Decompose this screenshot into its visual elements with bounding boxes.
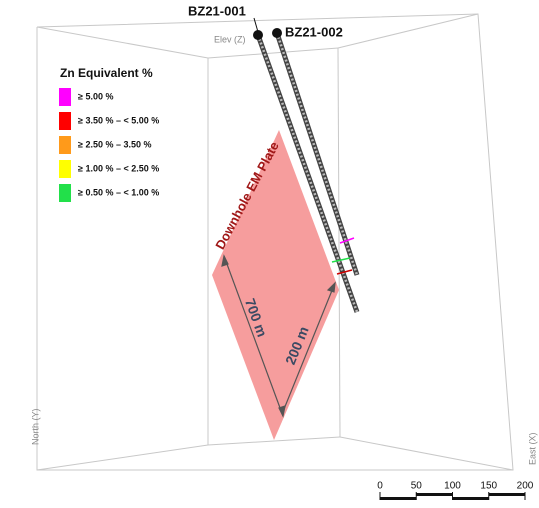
legend-swatch bbox=[59, 160, 71, 178]
scale-segment bbox=[488, 493, 525, 496]
axis-label: Elev (Z) bbox=[214, 34, 246, 44]
legend-label: ≥ 0.50 % – < 1.00 % bbox=[78, 187, 159, 197]
axis-label: North (Y) bbox=[30, 408, 40, 445]
hole-label: BZ21-002 bbox=[285, 24, 343, 39]
drill-holes bbox=[253, 17, 360, 313]
legend-label: ≥ 3.50 % – < 5.00 % bbox=[78, 115, 159, 125]
scale-label: 0 bbox=[377, 481, 383, 492]
scale-segment bbox=[416, 493, 453, 496]
scale-label: 50 bbox=[411, 481, 423, 492]
legend-title: Zn Equivalent % bbox=[60, 66, 153, 80]
dimension-arrows bbox=[221, 254, 336, 418]
scale-segment bbox=[380, 497, 417, 500]
legend-swatch bbox=[59, 136, 71, 154]
bounding-box bbox=[36, 13, 514, 471]
scale-label: 100 bbox=[444, 481, 461, 492]
legend: Zn Equivalent % ≥ 5.00 % ≥ 3.50 % – < 5.0… bbox=[59, 66, 159, 202]
legend-swatch bbox=[59, 88, 71, 106]
scale-segment bbox=[452, 497, 489, 500]
legend-label: ≥ 2.50 % – 3.50 % bbox=[78, 139, 152, 149]
em-plate bbox=[212, 130, 339, 440]
legend-label: ≥ 1.00 % – < 2.50 % bbox=[78, 163, 159, 173]
scale-label: 200 bbox=[517, 481, 534, 492]
scale-label: 150 bbox=[480, 481, 497, 492]
legend-swatch bbox=[59, 112, 71, 130]
hole-label: BZ21-001 bbox=[188, 3, 246, 18]
axis-label: East (X) bbox=[527, 432, 537, 465]
legend-label: ≥ 5.00 % bbox=[78, 91, 113, 101]
legend-swatch bbox=[59, 184, 71, 202]
scale-bar: 0 50 100 150 200 bbox=[377, 481, 534, 500]
